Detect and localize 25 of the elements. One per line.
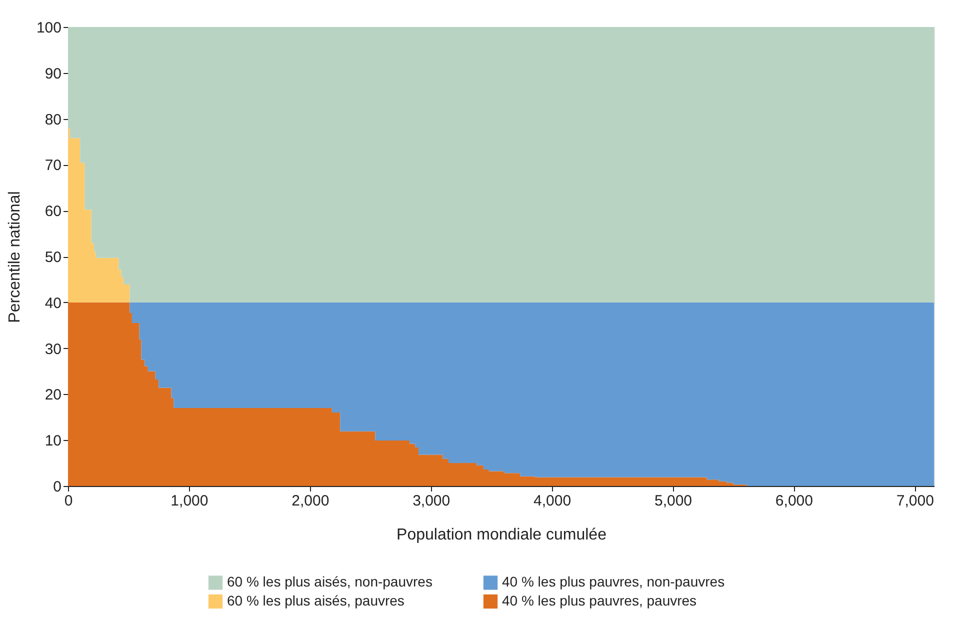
y-tick-label: 60	[44, 203, 62, 220]
y-tick-label: 50	[44, 249, 62, 266]
legend-label: 60 % les plus aisés, non-pauvres	[227, 574, 432, 590]
y-tick-label: 20	[44, 386, 62, 404]
x-tick-label: 0	[64, 492, 73, 510]
y-tick-label: 80	[44, 111, 62, 128]
x-tick-label: 3,000	[412, 492, 450, 510]
x-tick-label: 7,000	[896, 492, 934, 510]
x-tick-label: 6,000	[775, 492, 813, 510]
x-tick-label: 2,000	[292, 492, 330, 510]
y-axis-title: Percentile national	[6, 191, 24, 323]
x-tick-label: 5,000	[654, 492, 692, 510]
y-tick-label: 100	[36, 20, 62, 36]
legend-label: 60 % les plus aisés, pauvres	[227, 592, 404, 608]
y-tick-label: 30	[44, 340, 62, 358]
y-tick-label: 90	[44, 65, 62, 82]
x-tick-label: 1,000	[170, 492, 208, 510]
x-tick-label: 4,000	[534, 492, 572, 510]
y-tick-label: 40	[44, 294, 62, 312]
y-tick-label: 0	[53, 478, 62, 496]
y-tick-label: 10	[44, 432, 62, 450]
y-tick-label: 70	[44, 157, 62, 174]
legend-label: 40 % les plus pauvres, pauvres	[502, 592, 697, 608]
x-axis-title: Population mondiale cumulée	[396, 526, 607, 544]
legend-label: 40 % les plus pauvres, non-pauvres	[502, 574, 725, 590]
